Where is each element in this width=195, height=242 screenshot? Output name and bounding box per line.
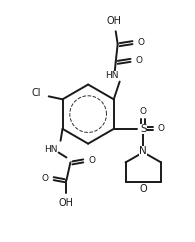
Text: HN: HN	[105, 71, 119, 80]
Text: S: S	[140, 124, 147, 134]
Text: Cl: Cl	[31, 88, 41, 98]
Text: OH: OH	[106, 16, 121, 26]
Text: O: O	[138, 38, 145, 47]
Text: O: O	[41, 174, 48, 183]
Text: N: N	[139, 146, 147, 156]
Text: O: O	[89, 156, 96, 166]
Text: O: O	[136, 56, 143, 65]
Text: O: O	[139, 184, 147, 194]
Text: O: O	[158, 124, 165, 133]
Text: OH: OH	[59, 198, 74, 208]
Text: O: O	[140, 107, 147, 116]
Text: HN: HN	[44, 145, 58, 154]
